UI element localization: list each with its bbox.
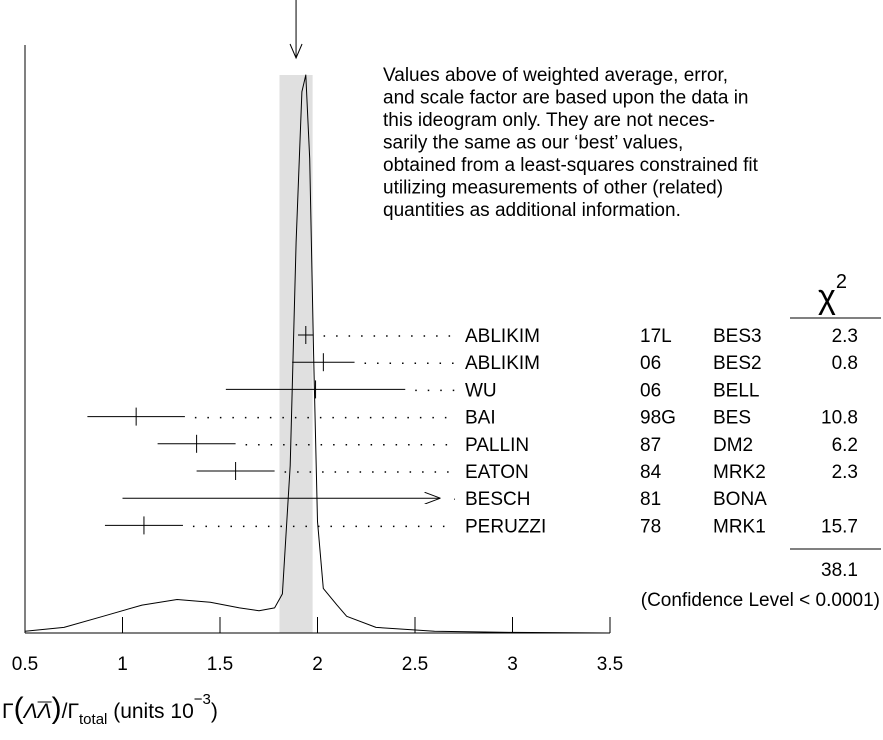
name: PALLIN — [465, 435, 529, 456]
x-axis-label-part: /Γ — [62, 700, 79, 723]
chi2: 6.2 — [832, 435, 858, 456]
year: 06 — [640, 353, 661, 374]
note-line: sarily the same as our ‘best’ values, — [383, 133, 683, 154]
year: 78 — [640, 516, 661, 537]
name: BESCH — [465, 489, 530, 510]
x-axis-label-part: ) — [211, 700, 218, 723]
x-tick-label: 1.5 — [207, 654, 233, 675]
chi2: 2.3 — [832, 326, 858, 347]
x-axis-label-part: Λ — [23, 700, 38, 723]
experiment: BES — [713, 408, 751, 429]
experiment: BES3 — [713, 326, 762, 347]
chi2: 10.8 — [821, 408, 858, 429]
year: 98G — [640, 408, 676, 429]
x-tick-label: 1 — [117, 654, 128, 675]
name: WU — [465, 380, 497, 401]
note-line: obtained from a least-squares constraine… — [383, 155, 759, 176]
chi2: 15.7 — [821, 516, 858, 537]
year: 17L — [640, 326, 672, 347]
year: 87 — [640, 435, 661, 456]
name: ABLIKIM — [465, 326, 540, 347]
note-line: this ideogram only. They are not neces- — [383, 110, 715, 131]
name: PERUZZI — [465, 516, 546, 537]
ideogram-curve — [24, 74, 611, 634]
experiment: DM2 — [713, 435, 753, 456]
chi2-total: 38.1 — [821, 560, 858, 581]
note-line: Values above of weighted average, error, — [383, 65, 728, 86]
chi2-sup: 2 — [836, 271, 847, 293]
x-axis-label: Γ(ΛΛ)/Γtotal (units 10−3) — [2, 691, 218, 728]
note-line: and scale factor are based upon the data… — [383, 88, 748, 109]
year: 81 — [640, 489, 661, 510]
x-tick-label: 2.5 — [402, 654, 428, 675]
x-tick-label: 3.5 — [597, 654, 623, 675]
average-band — [279, 75, 313, 633]
experiment: BELL — [713, 380, 759, 401]
confidence: (Confidence Level < 0.0001) — [641, 590, 880, 611]
x-axis-label-part: Λ — [37, 700, 52, 723]
year: 06 — [640, 380, 661, 401]
x-tick-label: 0.5 — [12, 654, 38, 675]
x-axis-label-part: Γ — [2, 700, 14, 723]
x-tick-label: 3 — [507, 654, 518, 675]
x-axis-label-part: −3 — [194, 691, 211, 708]
average-arrow-head — [289, 43, 303, 60]
name: EATON — [465, 462, 529, 483]
name: ABLIKIM — [465, 353, 540, 374]
experiment: MRK1 — [713, 516, 766, 537]
chi2: 2.3 — [832, 462, 858, 483]
experiment: BONA — [713, 489, 767, 510]
experiment: MRK2 — [713, 462, 766, 483]
note-line: utilizing measurements of other (related… — [383, 178, 723, 199]
note-line: quantities as additional information. — [383, 200, 681, 221]
x-tick-label: 2 — [312, 654, 323, 675]
experiment: BES2 — [713, 353, 762, 374]
x-axis-label-part: ) — [52, 692, 62, 725]
x-axis-label-part: (units 10 — [107, 700, 193, 723]
chi2-symbol: χ — [818, 278, 836, 316]
x-axis-label-part: ( — [14, 692, 24, 725]
chi2-header: χ2 — [818, 271, 847, 316]
name: BAI — [465, 408, 496, 429]
year: 84 — [640, 462, 662, 483]
chi2: 0.8 — [832, 353, 858, 374]
x-axis-label-part: total — [79, 711, 107, 728]
